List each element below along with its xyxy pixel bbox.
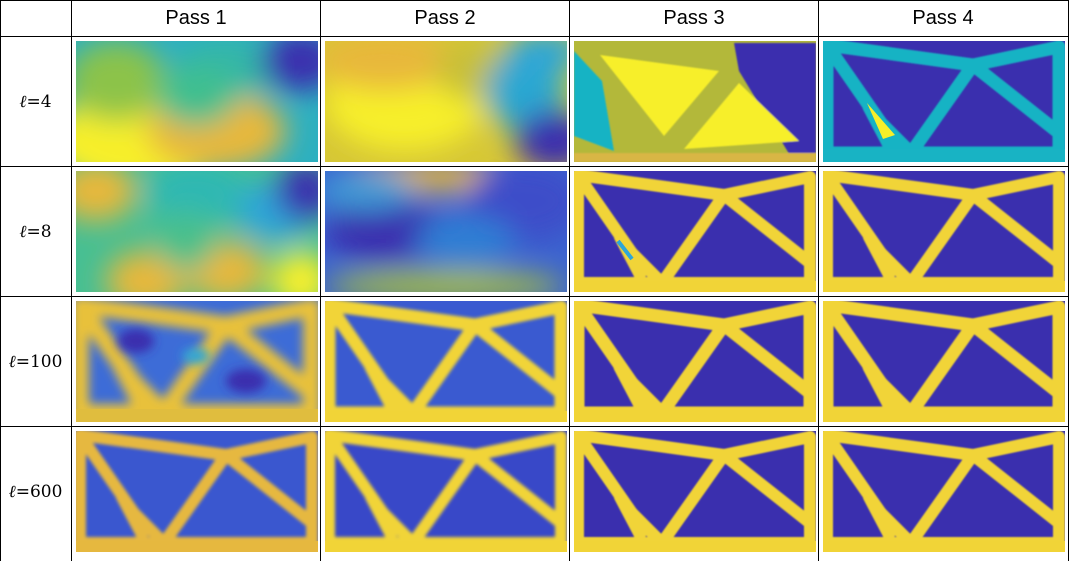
table-divider — [0, 36, 1069, 37]
table-divider — [0, 166, 1069, 167]
topology-image-l100-pass-4 — [823, 301, 1065, 422]
table-divider — [818, 0, 819, 561]
table-border-right — [1068, 0, 1069, 561]
column-header-pass-3: Pass 3 — [663, 6, 725, 29]
table-divider — [0, 296, 1069, 297]
topology-image-l4-pass-2 — [325, 41, 567, 162]
topology-image-l8-pass-4 — [823, 171, 1065, 292]
table-border-left — [0, 0, 1, 561]
row-label-l4: ℓ = 4 — [19, 91, 52, 112]
topology-image-l600-pass-2 — [325, 431, 567, 552]
topology-image-l8-pass-3 — [574, 171, 816, 292]
topology-image-l8-pass-1 — [76, 171, 318, 292]
table-divider — [320, 0, 321, 561]
table-border-top — [0, 0, 1069, 1]
table-divider — [569, 0, 570, 561]
topology-image-l4-pass-3 — [574, 41, 816, 162]
topology-image-l100-pass-2 — [325, 301, 567, 422]
row-label-l100: ℓ = 100 — [8, 351, 63, 372]
topology-image-l100-pass-3 — [574, 301, 816, 422]
column-header-pass-4: Pass 4 — [912, 6, 974, 29]
column-header-pass-1: Pass 1 — [165, 6, 227, 29]
topology-image-l8-pass-2 — [325, 171, 567, 292]
topology-image-l100-pass-1 — [76, 301, 318, 422]
column-header-pass-2: Pass 2 — [414, 6, 476, 29]
table-divider — [0, 426, 1069, 427]
row-label-l8: ℓ = 8 — [19, 221, 52, 242]
row-label-l600: ℓ = 600 — [8, 481, 63, 502]
topology-image-l600-pass-3 — [574, 431, 816, 552]
topology-image-l600-pass-1 — [76, 431, 318, 552]
topology-image-l4-pass-4 — [823, 41, 1065, 162]
topology-image-l4-pass-1 — [76, 41, 318, 162]
table-divider — [71, 0, 72, 561]
topology-image-l600-pass-4 — [823, 431, 1065, 552]
